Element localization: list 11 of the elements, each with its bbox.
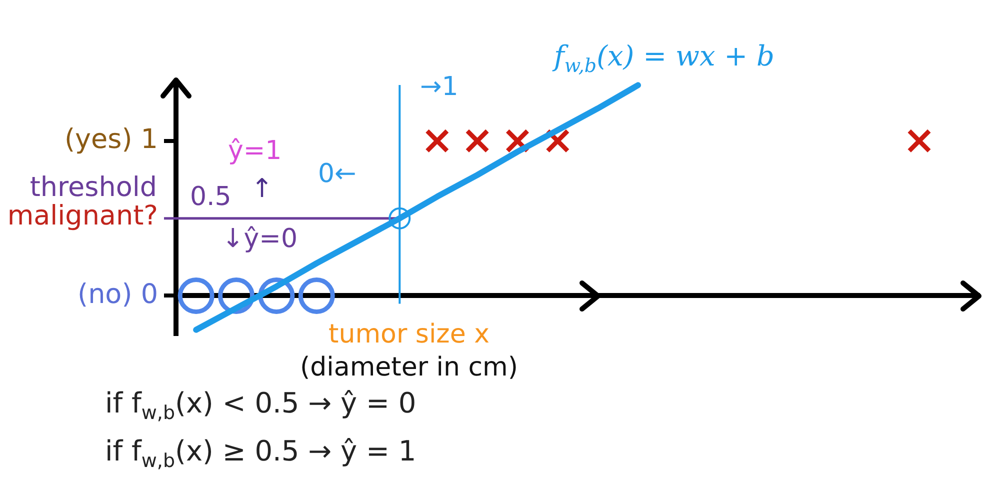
y-tick-label: (no) 0 [78,278,158,310]
ref-line-label: 0.5 [190,182,232,212]
text: threshold [30,172,157,204]
annotation: →1 [420,72,458,102]
x-axis-title: tumor size x (diameter in cm) [300,319,518,382]
annotation: ↑ [251,174,273,204]
annotation: 0← [318,158,356,189]
annotation: ŷ=1 [228,136,282,166]
y-tick-label: (yes) 1 [64,124,158,155]
annotation: ↓ŷ=0 [222,224,298,254]
y-axis-title: malignant? [7,200,158,232]
